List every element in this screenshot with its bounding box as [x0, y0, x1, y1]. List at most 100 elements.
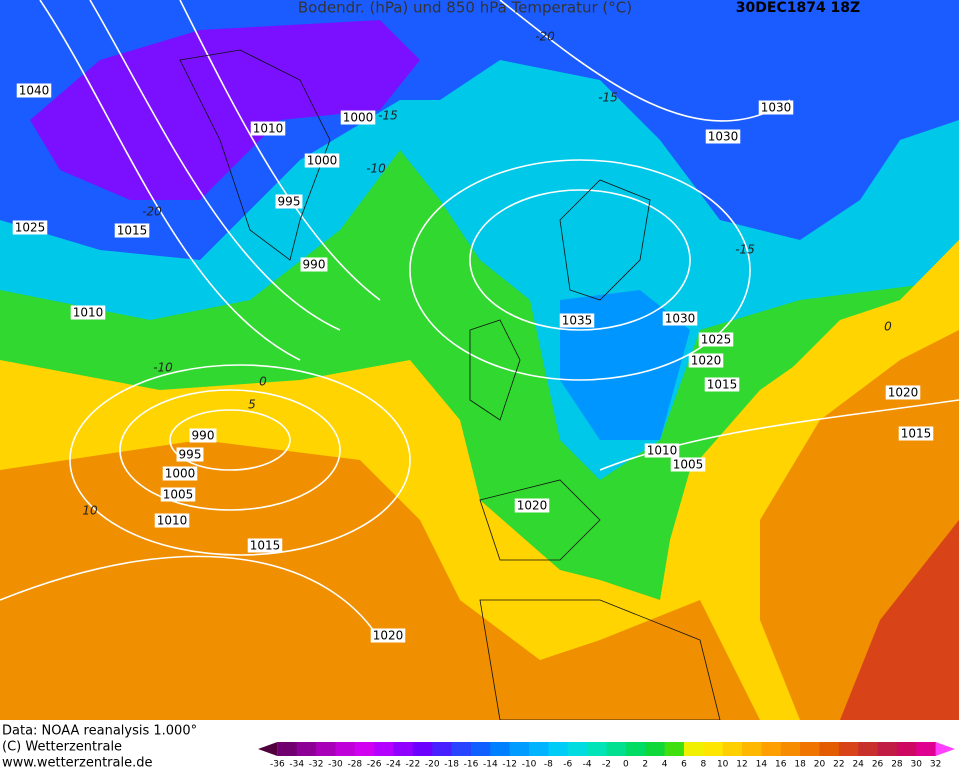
isotherm-label: 5	[248, 398, 256, 412]
isobar-label: 1020	[517, 499, 548, 513]
isobar-label-bg	[662, 311, 698, 326]
isobar-label: 1030	[708, 130, 739, 144]
colorbar-tick-label: 10	[717, 760, 729, 770]
colorbar-tick-label: 2	[642, 760, 648, 770]
isobar-label: 1035	[562, 314, 593, 328]
colorbar-swatch	[548, 742, 569, 756]
colorbar-tick-label: 24	[852, 760, 864, 770]
isobar-label: 1015	[901, 427, 932, 441]
isobar-label-bg	[154, 513, 190, 528]
colorbar-swatch	[819, 742, 840, 756]
isobar-label: 995	[179, 448, 202, 462]
colorbar-swatch	[858, 742, 879, 756]
colorbar-swatch	[625, 742, 646, 756]
colorbar-swatch	[742, 742, 762, 756]
colorbar-tick-label: -2	[602, 760, 611, 770]
colorbar-swatch	[800, 742, 820, 756]
isobar-label-bg	[885, 385, 921, 400]
isobar-label-bg	[698, 332, 734, 347]
colorbar-swatch	[877, 742, 898, 756]
colorbar-tick-label: 26	[872, 760, 884, 770]
colorbar-tick-label: -8	[544, 760, 553, 770]
isotherm-label: 0	[884, 320, 892, 334]
isotherm-label: -15	[378, 109, 398, 123]
isobar-label: 1025	[701, 333, 732, 347]
map-title: Bodendr. (hPa) und 850 hPa Temperatur (°…	[298, 0, 632, 17]
isobar-label-bg	[162, 466, 198, 481]
colorbar-tick-label: -10	[522, 760, 537, 770]
colorbar-swatch	[316, 742, 336, 756]
colorbar-swatch	[529, 742, 549, 756]
isobar-label: 1025	[15, 221, 46, 235]
colorbar-tick-label: 20	[814, 760, 826, 770]
isobar-label: 1015	[117, 224, 148, 238]
colorbar-tick-label: -22	[406, 760, 421, 770]
colorbar-swatch	[722, 742, 743, 756]
colorbar-swatch	[470, 742, 491, 756]
colorbar-tick-label: 28	[891, 760, 903, 770]
isobar-label-bg	[189, 428, 217, 443]
isobar-label-bg	[304, 153, 340, 168]
isobar-label-bg	[176, 447, 204, 462]
colorbar-swatch	[354, 742, 375, 756]
isobar-label-bg	[16, 83, 52, 98]
colorbar-tick-label: 32	[930, 760, 941, 770]
isobar-label: 1030	[761, 101, 792, 115]
colorbar-swatch	[412, 742, 433, 756]
colorbar-swatch	[645, 742, 666, 756]
isobar-label: 1015	[707, 378, 738, 392]
colorbar-tick-label: -4	[583, 760, 592, 770]
colorbar-tick-label: -16	[464, 760, 479, 770]
colorbar-swatch	[761, 742, 782, 756]
isobar-label: 990	[192, 429, 215, 443]
isobar-label-bg	[12, 220, 48, 235]
isobar-label: 1000	[307, 154, 338, 168]
colorbar-tick-label: -18	[444, 760, 459, 770]
isobar-label: 1015	[250, 539, 281, 553]
colorbar-tick-label: 0	[623, 760, 629, 770]
colorbar-swatch	[393, 742, 414, 756]
colorbar-swatch	[587, 742, 607, 756]
colorbar-swatch	[683, 742, 704, 756]
isotherm-label: 0	[259, 375, 267, 389]
colorbar-swatch	[432, 742, 453, 756]
isobar-label-bg	[670, 457, 706, 472]
colorbar-tick-label: -30	[328, 760, 343, 770]
colorbar-swatch	[606, 742, 627, 756]
temperature-field	[840, 520, 959, 720]
isobar-label: 1000	[343, 111, 374, 125]
isobar-label: 1030	[665, 312, 696, 326]
isobars	[0, 0, 959, 641]
colorbar-swatch	[490, 742, 511, 756]
isobar-label: 990	[303, 258, 326, 272]
isotherm-label: -15	[598, 91, 618, 105]
colorbar-swatch	[664, 742, 685, 756]
isobar-label-bg	[688, 353, 724, 368]
colorbar-swatch	[780, 742, 801, 756]
isobar-label: 1010	[647, 444, 678, 458]
colorbar-tick-label: 22	[833, 760, 844, 770]
colorbar-tick-label: 8	[700, 760, 706, 770]
isobar-label: 1020	[373, 629, 404, 643]
isobar-label: 1040	[19, 84, 50, 98]
coastlines	[179, 49, 721, 720]
colorbar-tick-label: -32	[309, 760, 324, 770]
colorbar-tick-label: -28	[347, 760, 362, 770]
colorbar-swatch	[335, 742, 356, 756]
colorbar-tick-label: -24	[386, 760, 401, 770]
footer-line: (C) Wetterzentrale	[2, 740, 122, 755]
colorbar-tick-label: 4	[662, 760, 668, 770]
isobar-label-bg	[247, 538, 283, 553]
isotherm-label: -20	[142, 205, 162, 219]
colorbar-tick-label: 14	[756, 760, 768, 770]
isobar-label: 1010	[73, 306, 104, 320]
colorbar-tick-label: 30	[911, 760, 923, 770]
colorbar-swatch	[296, 742, 317, 756]
isobar-label: 1020	[691, 354, 722, 368]
isobar-label-bg	[250, 121, 286, 136]
colorbar-tick-label: -34	[289, 760, 304, 770]
isobar-label-bg	[644, 443, 680, 458]
colorbar-tick-label: 16	[775, 760, 787, 770]
isobar-label: 1010	[157, 514, 188, 528]
